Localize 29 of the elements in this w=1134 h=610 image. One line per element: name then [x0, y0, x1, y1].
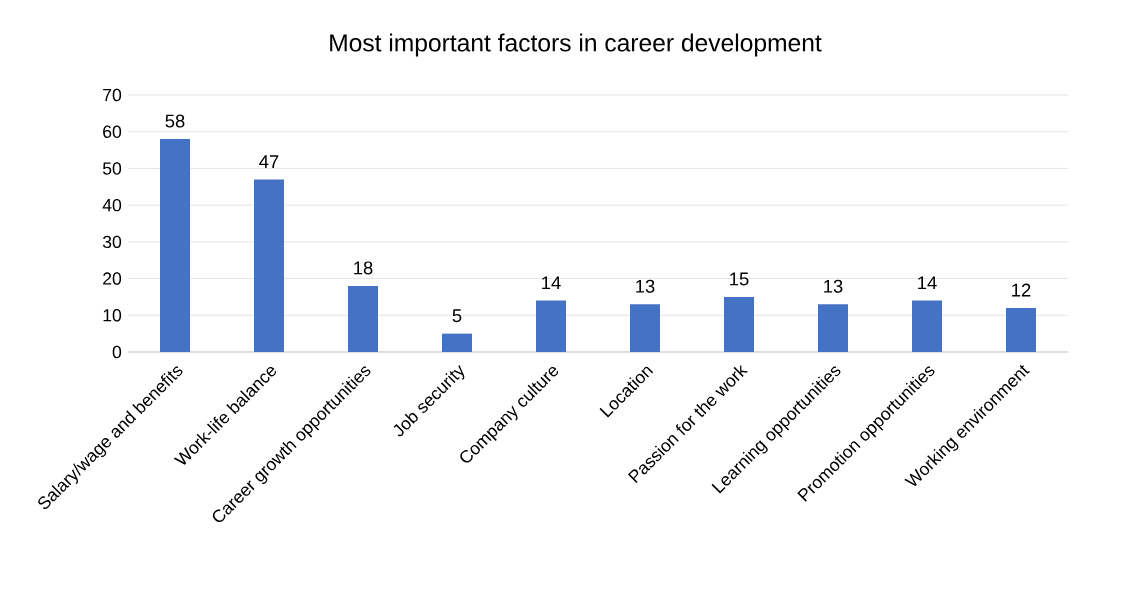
- bar: [442, 333, 472, 352]
- data-label: 18: [354, 261, 373, 275]
- y-tick-label: 10: [103, 309, 122, 322]
- y-tick-label: 50: [102, 162, 122, 175]
- data-label: 13: [824, 279, 843, 293]
- y-tick-label: 0: [112, 345, 122, 359]
- bar: [160, 139, 191, 352]
- y-tick-label: 30: [102, 235, 122, 249]
- data-label: 14: [542, 276, 561, 290]
- y-tick-label: 70: [103, 88, 122, 102]
- data-label: 5: [452, 309, 462, 323]
- data-label: 14: [918, 276, 937, 290]
- data-label: 58: [165, 114, 185, 128]
- chart-title: Most important factors in career development: [330, 33, 822, 57]
- y-tick-label: 40: [102, 198, 122, 212]
- bar: [912, 300, 943, 352]
- y-tick-label: 60: [103, 125, 122, 138]
- bar: [630, 304, 660, 352]
- bar: [254, 179, 284, 352]
- bar: [724, 296, 754, 352]
- data-label: 15: [730, 272, 749, 286]
- data-label: 47: [259, 155, 279, 168]
- data-label: 13: [636, 279, 655, 293]
- bar: [818, 304, 849, 352]
- data-label: 12: [1012, 283, 1031, 297]
- bar: [1006, 307, 1036, 352]
- bar: [536, 300, 567, 352]
- bar: [348, 285, 378, 352]
- y-tick-label: 20: [103, 272, 122, 285]
